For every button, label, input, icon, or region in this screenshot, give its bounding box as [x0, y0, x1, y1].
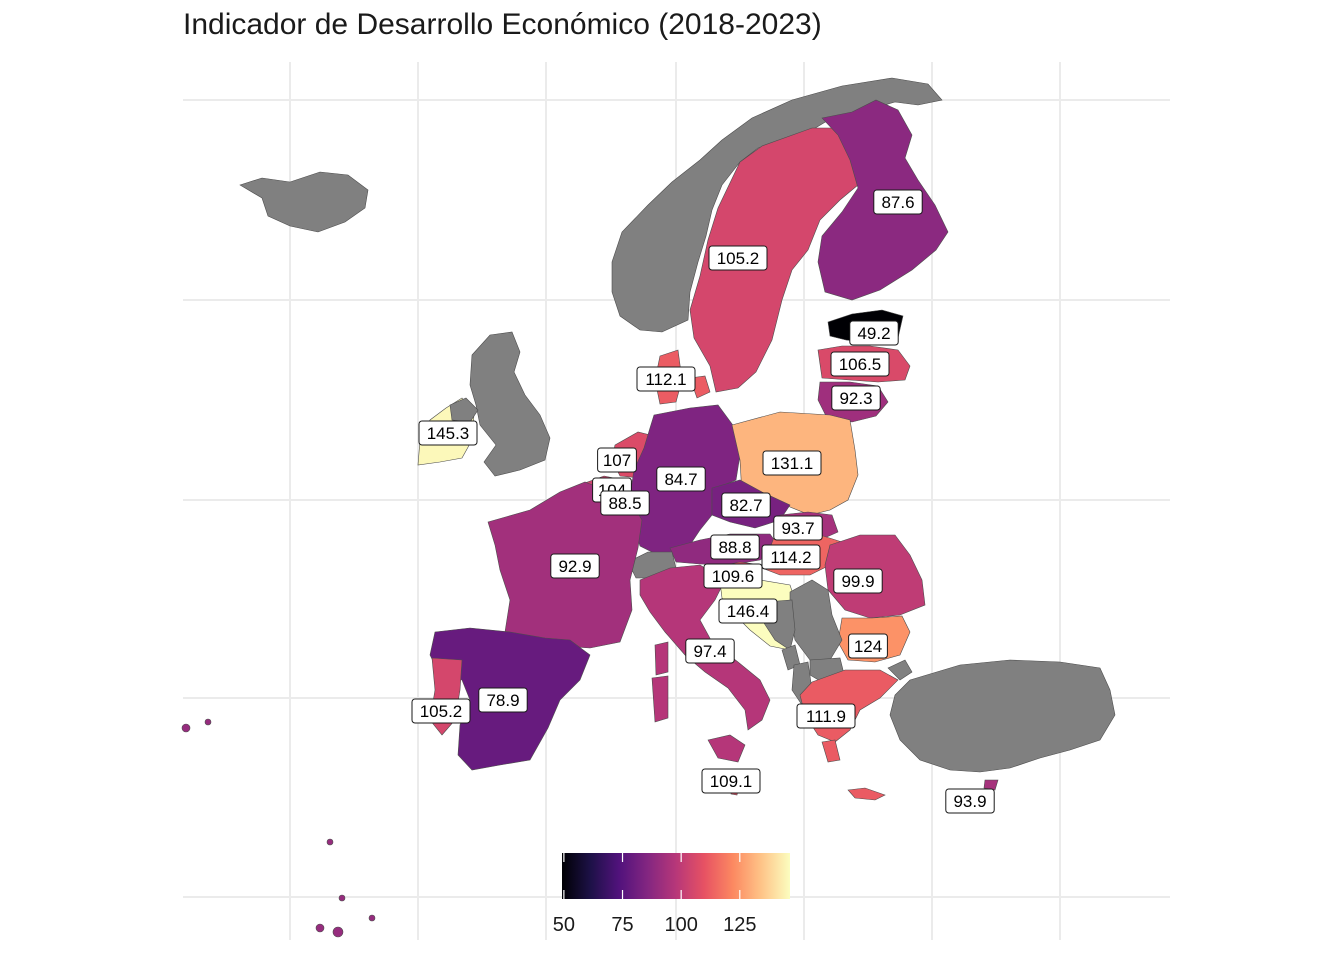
value-label-denmark: 112.1 — [636, 366, 696, 392]
value-label-text: 78.9 — [486, 691, 519, 710]
value-label-estonia: 49.2 — [849, 320, 899, 346]
value-label-romania: 99.9 — [833, 568, 883, 594]
value-label-text: 111.9 — [806, 707, 846, 726]
value-label-text: 131.1 — [771, 454, 814, 473]
island — [368, 914, 376, 922]
value-label-croatia: 146.4 — [718, 598, 778, 624]
value-label-text: 82.7 — [729, 496, 762, 515]
island — [338, 894, 346, 902]
country-cyprus — [983, 779, 999, 791]
island — [204, 718, 212, 726]
legend-tick-label: 75 — [611, 914, 633, 936]
value-label-text: 145.3 — [427, 424, 470, 443]
island — [326, 838, 334, 846]
value-label-text: 105.2 — [717, 249, 760, 268]
country-turkey — [889, 659, 1116, 773]
country-greece — [821, 739, 841, 763]
legend-tick-label: 125 — [723, 914, 756, 936]
value-label-text: 124 — [854, 637, 882, 656]
value-label-bulgaria: 124 — [848, 633, 888, 659]
value-label-text: 107 — [603, 451, 631, 470]
country-italy — [651, 675, 669, 723]
value-label-text: 93.7 — [781, 519, 814, 538]
color-legend: 50 75 100 125 — [553, 853, 790, 936]
value-label-portugal: 105.2 — [411, 698, 471, 724]
value-label-spain: 78.9 — [478, 687, 528, 713]
legend-colorbar — [562, 853, 790, 899]
value-label-text: 92.3 — [839, 389, 872, 408]
value-label-text: 88.5 — [608, 494, 641, 513]
value-label-malta: 109.1 — [701, 768, 761, 794]
value-label-slovakia: 93.7 — [773, 515, 823, 541]
value-label-lithuania: 92.3 — [831, 385, 881, 411]
value-label-italy: 97.4 — [685, 638, 735, 664]
value-label-text: 109.6 — [712, 567, 755, 586]
value-label-text: 106.5 — [839, 355, 882, 374]
value-label-text: 92.9 — [558, 557, 591, 576]
country-italy — [654, 641, 669, 676]
value-label-text: 88.8 — [718, 538, 751, 557]
country-united-kingdom — [469, 331, 551, 477]
value-label-text: 87.6 — [881, 193, 914, 212]
country-turkey — [887, 659, 913, 681]
value-label-text: 109.1 — [710, 772, 753, 791]
island — [315, 923, 325, 933]
value-label-text: 99.9 — [841, 572, 874, 591]
legend-tick-label: 100 — [664, 914, 697, 936]
value-label-cyprus: 93.9 — [945, 788, 995, 814]
value-label-finland: 87.6 — [873, 189, 923, 215]
country-united-kingdom — [449, 397, 479, 423]
value-labels: 49.2 78.9 87.6 92.3 92.9 93.9 97.4 99.9 105.2 105… — [411, 189, 995, 814]
value-label-text: 97.4 — [693, 642, 726, 661]
value-label-france: 92.9 — [550, 553, 600, 579]
value-label-text: 93.9 — [953, 792, 986, 811]
country-iceland — [239, 171, 369, 233]
value-label-poland: 131.1 — [762, 450, 822, 476]
country-greece — [847, 787, 886, 801]
value-label-netherlands: 107 — [597, 447, 637, 473]
island — [332, 926, 344, 938]
value-label-luxembourg: 88.5 — [600, 490, 650, 516]
value-label-text: 112.1 — [645, 370, 686, 389]
value-label-text: 114.2 — [770, 548, 811, 567]
value-label-text: 49.2 — [857, 324, 890, 343]
island — [181, 723, 191, 733]
value-label-austria: 88.8 — [710, 534, 760, 560]
value-label-text: 84.7 — [664, 470, 697, 489]
value-label-germany: 84.7 — [656, 466, 706, 492]
legend-tick-label: 50 — [553, 914, 575, 936]
value-label-text: 146.4 — [727, 602, 770, 621]
value-label-text: 105.2 — [420, 702, 463, 721]
value-label-czechia: 82.7 — [721, 492, 771, 518]
value-label-sweden: 105.2 — [708, 245, 768, 271]
value-label-slovenia: 109.6 — [703, 563, 763, 589]
value-label-hungary: 114.2 — [761, 544, 821, 570]
country-italy — [707, 734, 746, 763]
value-label-latvia: 106.5 — [830, 351, 890, 377]
chart-title: Indicador de Desarrollo Económico (2018-… — [183, 8, 822, 41]
value-label-greece: 111.9 — [796, 703, 856, 729]
value-label-ireland: 145.3 — [418, 420, 478, 446]
